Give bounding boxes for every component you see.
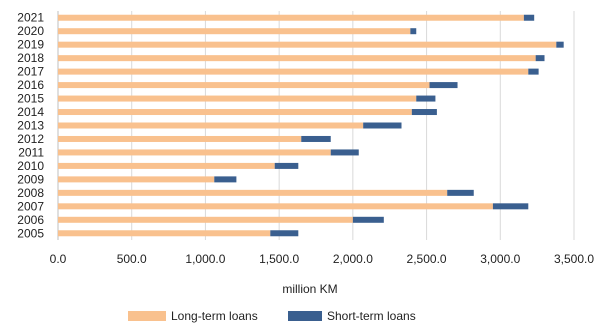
bar-short-term-loans [352,216,384,223]
bar-short-term-loans [416,95,436,102]
category-label: 2006 [17,213,44,227]
legend-label: Long-term loans [171,309,258,323]
category-label: 2021 [17,11,44,25]
x-tick-label: 3,000.0 [480,252,520,266]
category-axis: 2021202020192018201720162015201420132012… [17,11,44,241]
bar-short-term-loans [535,55,545,62]
category-label: 2014 [17,105,44,119]
category-label: 2017 [17,65,44,79]
x-tick-label: 3,500.0 [554,252,594,266]
bar-short-term-loans [330,149,359,156]
bar-long-term-loans [58,41,557,48]
legend-label: Short-term loans [327,309,416,323]
x-tick-label: 500.0 [117,252,147,266]
bar-long-term-loans [58,135,302,142]
bar-long-term-loans [58,55,536,62]
bar-short-term-loans [410,28,417,35]
bar-long-term-loans [58,28,411,35]
bar-long-term-loans [58,14,524,21]
bar-short-term-loans [556,41,564,48]
bar-short-term-loans [214,176,237,183]
category-label: 2019 [17,38,44,52]
bar-long-term-loans [58,149,331,156]
bar-short-term-loans [447,189,474,196]
bar-long-term-loans [58,230,271,237]
bar-short-term-loans [363,122,402,129]
legend: Long-term loans Short-term loans [128,309,416,323]
legend-swatch [128,311,166,321]
bar-long-term-loans [58,203,493,210]
bar-short-term-loans [274,162,299,169]
category-label: 2010 [17,159,44,173]
bar-long-term-loans [58,162,275,169]
legend-swatch [288,311,322,321]
bar-long-term-loans [58,216,353,223]
category-label: 2015 [17,92,44,106]
bar-short-term-loans [429,82,458,89]
category-label: 2012 [17,132,44,146]
bar-long-term-loans [58,189,448,196]
x-tick-label: 0.0 [50,252,67,266]
bar-short-term-loans [411,109,437,116]
category-label: 2018 [17,51,44,65]
bar-long-term-loans [58,176,215,183]
bar-long-term-loans [58,95,417,102]
bar-short-term-loans [270,230,299,237]
bar-long-term-loans [58,122,364,129]
x-tick-label: 2,500.0 [407,252,447,266]
bar-short-term-loans [523,14,535,21]
value-axis: 0.0 500.0 1,000.0 1,500.0 2,000.0 2,500.0 3,00… [50,252,595,266]
bar-long-term-loans [58,68,529,75]
category-label: 2011 [18,145,44,159]
bar-series [58,14,564,237]
bar-long-term-loans [58,109,412,116]
category-label: 2020 [17,24,44,38]
category-label: 2013 [17,119,44,133]
x-tick-label: 2,000.0 [333,252,373,266]
category-label: 2008 [17,186,44,200]
x-axis-title: million KM [282,282,337,296]
category-label: 2009 [17,172,44,186]
category-label: 2007 [17,199,44,213]
bar-short-term-loans [301,135,331,142]
category-label: 2005 [17,226,44,240]
bar-short-term-loans [492,203,529,210]
bar-short-term-loans [528,68,539,75]
category-label: 2016 [17,78,44,92]
x-tick-label: 1,500.0 [259,252,299,266]
bar-long-term-loans [58,82,430,89]
x-tick-label: 1,000.0 [185,252,225,266]
